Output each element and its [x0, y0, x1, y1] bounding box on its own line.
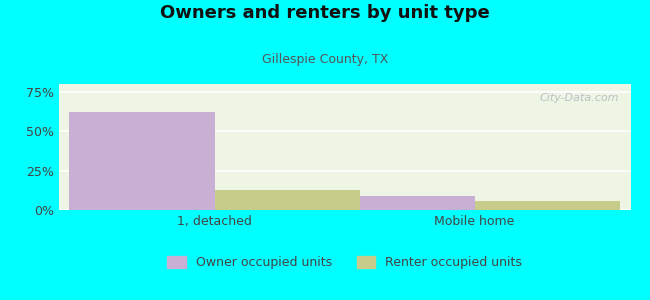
- Bar: [214, 190, 360, 210]
- Text: Owners and renters by unit type: Owners and renters by unit type: [160, 4, 490, 22]
- Legend: Owner occupied units, Renter occupied units: Owner occupied units, Renter occupied un…: [167, 256, 522, 269]
- Bar: [69, 112, 214, 210]
- Text: Gillespie County, TX: Gillespie County, TX: [262, 52, 388, 65]
- Bar: [329, 196, 474, 210]
- Bar: [474, 200, 620, 210]
- Text: City-Data.com: City-Data.com: [540, 93, 619, 103]
